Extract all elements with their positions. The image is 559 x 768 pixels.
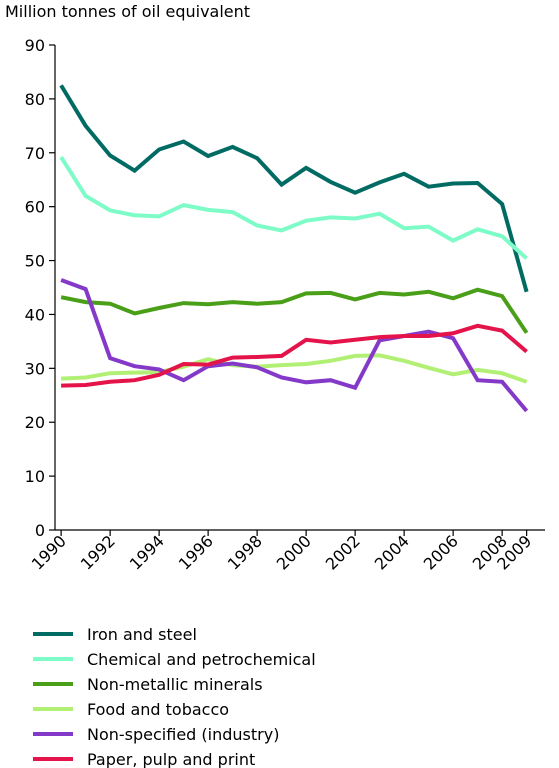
series-2 <box>60 287 529 334</box>
x-tick-label: 1994 <box>126 531 168 573</box>
x-axis: 1990 1992 1994 1996 1998 2000 2002 2004 2006 2008… <box>28 529 545 574</box>
y-tick-label: 30 <box>25 359 45 378</box>
x-tick-label: 1992 <box>77 531 119 573</box>
series-1 <box>59 156 528 260</box>
legend-item: Paper, pulp and print <box>33 750 255 768</box>
x-tick-label: 2000 <box>273 531 315 573</box>
series-line <box>60 287 529 334</box>
y-tick-label: 90 <box>25 36 45 55</box>
legend-label: Iron and steel <box>87 625 197 644</box>
y-axis-title: Million tonnes of oil equivalent <box>5 2 250 21</box>
y-axis: 0 10 20 30 40 50 60 70 80 90 <box>25 36 56 540</box>
x-tick-label: 2002 <box>322 531 364 573</box>
legend-label: Non-metallic minerals <box>87 675 263 694</box>
series-line <box>59 84 529 293</box>
legend-label: Chemical and petrochemical <box>87 650 316 669</box>
series-0 <box>59 84 529 293</box>
legend-label: Food and tobacco <box>87 700 229 719</box>
legend-item: Iron and steel <box>33 625 197 644</box>
y-tick-label: 0 <box>35 521 45 540</box>
y-tick-label: 80 <box>25 90 45 109</box>
x-tick-label: 2004 <box>371 531 413 573</box>
series-line <box>61 353 528 384</box>
legend-label: Non-specified (industry) <box>87 725 279 744</box>
legend-item: Food and tobacco <box>33 700 229 719</box>
series-4 <box>60 278 529 413</box>
y-tick-label: 10 <box>25 467 45 486</box>
series-line <box>61 323 528 388</box>
legend-label: Paper, pulp and print <box>87 750 255 768</box>
x-tick-label: 1998 <box>224 531 266 573</box>
legend-item: Chemical and petrochemical <box>33 650 316 669</box>
y-tick-label: 20 <box>25 413 45 432</box>
series-5 <box>61 323 528 388</box>
series-layer <box>59 84 529 413</box>
y-tick-label: 60 <box>25 198 45 217</box>
legend: Iron and steel Chemical and petrochemical… <box>33 625 316 768</box>
legend-item: Non-specified (industry) <box>33 725 279 744</box>
y-tick-label: 40 <box>25 305 45 324</box>
x-tick-label: 2006 <box>420 531 462 573</box>
legend-item: Non-metallic minerals <box>33 675 263 694</box>
x-tick-label: 1996 <box>175 531 217 573</box>
y-tick-label: 50 <box>25 252 45 271</box>
series-line <box>60 278 529 413</box>
series-line <box>59 156 528 260</box>
y-tick-label: 70 <box>25 144 45 163</box>
